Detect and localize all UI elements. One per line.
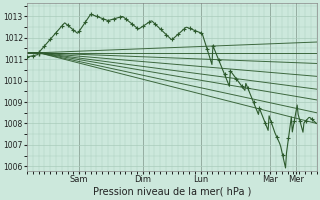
X-axis label: Pression niveau de la mer( hPa ): Pression niveau de la mer( hPa ): [92, 187, 251, 197]
